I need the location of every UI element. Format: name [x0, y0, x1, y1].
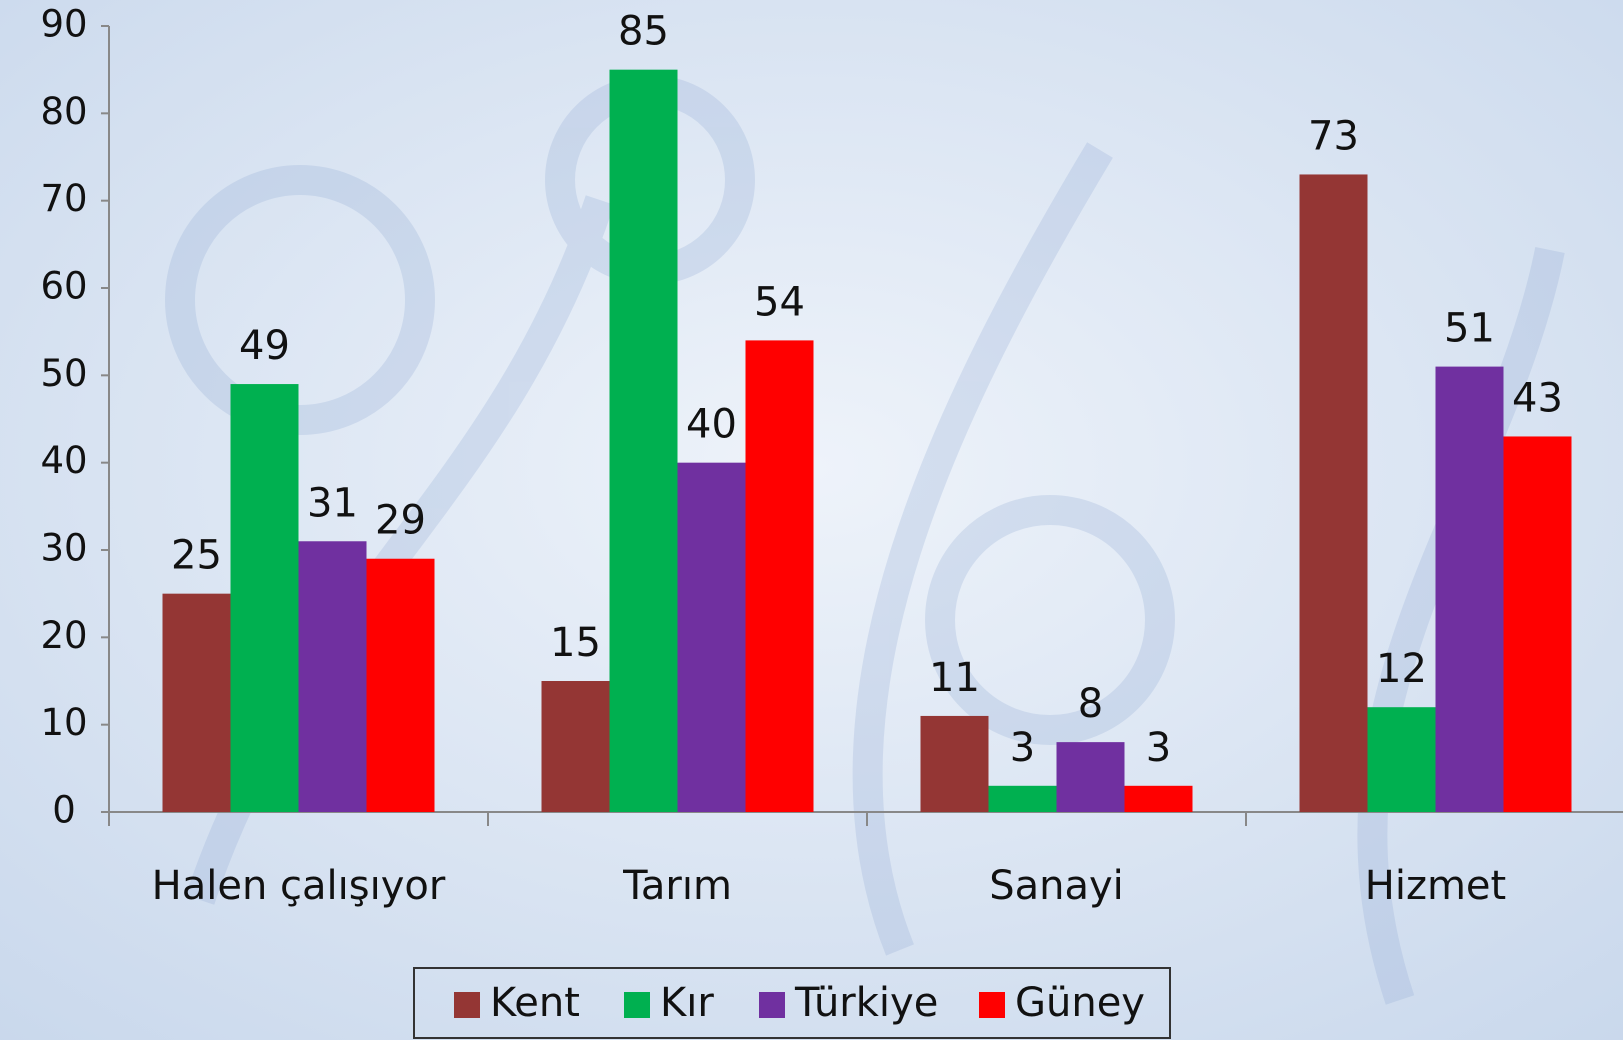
bar: [162, 593, 231, 812]
y-tick-label: 60: [40, 265, 87, 308]
x-tick-label: Sanayi: [989, 863, 1124, 909]
legend-label: Kent: [490, 980, 580, 1026]
data-label: 54: [754, 279, 805, 325]
y-tick-label: 80: [40, 90, 87, 133]
y-tick-label: 40: [40, 439, 87, 482]
x-tick-label: Hizmet: [1365, 863, 1506, 909]
data-label: 85: [618, 9, 669, 55]
data-label: 11: [929, 655, 980, 701]
bar: [609, 69, 678, 812]
y-tick-label: 20: [40, 614, 87, 657]
data-label: 25: [171, 533, 222, 579]
y-tick-label: 70: [40, 177, 87, 220]
legend-swatch: [454, 992, 480, 1018]
data-label: 40: [686, 402, 737, 448]
data-label: 43: [1512, 375, 1563, 421]
bar: [1367, 707, 1436, 812]
data-label: 15: [550, 620, 601, 666]
legend-swatch: [979, 992, 1005, 1018]
bar: [988, 785, 1057, 812]
legend-label: Güney: [1015, 980, 1145, 1026]
data-label: 12: [1376, 646, 1427, 692]
data-label: 49: [239, 323, 290, 369]
bar: [1056, 742, 1125, 812]
data-label: 51: [1444, 306, 1495, 352]
y-tick-label: 50: [40, 352, 87, 395]
legend-label: Türkiye: [794, 980, 938, 1026]
data-label: 8: [1078, 681, 1103, 727]
bar: [230, 384, 299, 812]
data-label: 3: [1010, 725, 1035, 771]
y-tick-label: 90: [40, 3, 87, 46]
bar: [298, 541, 367, 812]
y-tick-label: 30: [40, 527, 87, 570]
data-label: 73: [1308, 113, 1359, 159]
bar: [920, 715, 989, 812]
x-tick-label: Halen çalışıyor: [152, 863, 446, 909]
bar: [541, 681, 610, 812]
bar: [677, 462, 746, 812]
legend-swatch: [759, 992, 785, 1018]
bar: [745, 340, 814, 812]
data-label: 29: [375, 498, 426, 544]
y-tick-label: 10: [40, 701, 87, 744]
legend-box: [413, 967, 1171, 1039]
legend-swatch: [624, 992, 650, 1018]
bar: [1503, 436, 1572, 812]
x-tick-label: Tarım: [622, 863, 732, 909]
bar: [1299, 174, 1368, 812]
y-tick-label: 0: [52, 789, 76, 832]
bar: [1124, 785, 1193, 812]
data-label: 3: [1146, 725, 1171, 771]
bar: [1435, 366, 1504, 812]
data-label: 31: [307, 480, 358, 526]
legend-label: Kır: [660, 980, 714, 1026]
bar: [366, 558, 435, 812]
